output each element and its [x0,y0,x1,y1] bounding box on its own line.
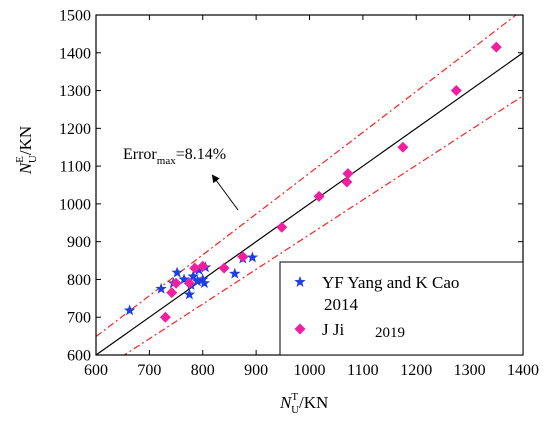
y-tick-label: 1200 [59,121,91,138]
legend-box [279,261,524,356]
data-point-diamond [166,287,178,299]
y-tick-label: 800 [67,272,91,289]
data-point-star [246,251,259,263]
error-bound-lower [123,95,523,355]
annotation-arrow [211,174,239,211]
x-tick-label: 1000 [294,362,326,379]
data-point-diamond [450,85,462,97]
x-tick-label: 1100 [347,362,378,379]
y-tick-label: 1000 [59,196,91,213]
legend-label-year: 2014 [324,295,359,314]
data-point-diamond [342,168,354,180]
y-tick-label: 900 [67,234,91,251]
y-tick-label: 1400 [59,45,91,62]
data-point-star [187,270,199,282]
data-point-diamond [490,41,502,53]
legend-label: J Ji [322,320,344,339]
reference-line-y-equals-x [96,52,523,355]
data-point-diamond [183,277,195,289]
legend-marker-star [294,276,306,287]
data-point-diamond [218,262,230,274]
y-tick-label: 1500 [59,8,91,25]
plot-area [96,15,523,355]
data-point-star [229,267,241,279]
y-tick-label: 700 [67,310,91,327]
data-point-star [197,273,209,285]
legend-label: YF Yang and K Cao [322,273,459,292]
y-tick-label: 1300 [59,83,91,100]
x-tick-label: 1200 [400,362,432,379]
x-tick-label: 800 [191,362,215,379]
reference-lines [96,15,523,355]
x-axis-label: NT U/KN [279,391,328,416]
data-point-diamond [397,141,409,153]
legend-marker-diamond [294,323,306,335]
x-tick-label: 1300 [454,362,486,379]
y-tick-label: 1100 [60,159,91,176]
data-point-star [191,275,204,287]
data-point-star [183,288,196,300]
y-axis-label: NEU/KN [14,126,39,175]
data-point-star [193,264,205,275]
data-point-diamond [276,221,288,233]
data-point-diamond [197,260,209,272]
data-point-diamond [313,190,325,202]
data-point-star [171,266,183,278]
x-tick-label: 700 [137,362,161,379]
data-point-diamond [189,262,201,274]
data-point-star [123,304,136,316]
axes: 600 700 800 900 1000 1100 1200 1300 1400 600 700 80… [14,8,539,417]
error-max-annotation: Errormax=8.14% [123,146,226,167]
data-point-diamond [159,311,171,323]
y-tick-label: 600 [67,348,91,365]
legend-label-year: 2019 [375,325,405,341]
data-point-diamond [341,176,353,188]
x-tick-label: 600 [84,362,108,379]
data-point-star [178,273,190,285]
x-tick-label: 900 [244,362,268,379]
data-point-diamond [237,251,249,263]
data-point-star [155,282,167,294]
series-diamond [159,41,502,323]
legend: YF Yang and K Cao 2014 J Ji 2019 [279,261,524,356]
data-point-star [198,277,211,289]
x-tick-label: 1400 [507,362,539,379]
data-point-diamond [170,277,182,289]
